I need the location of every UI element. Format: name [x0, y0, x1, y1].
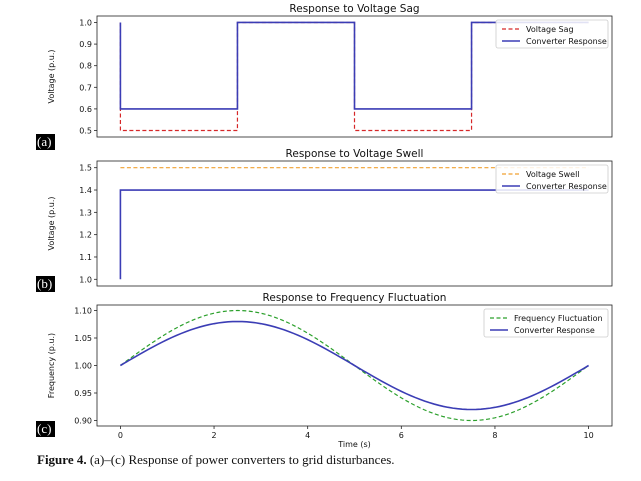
legend-box	[495, 19, 609, 49]
chart-panel-1: Response to Voltage Sag 0.5 0.6 0.7 0.8 0.9 1.…	[36, 3, 613, 150]
y-tick-label: 0.90	[74, 417, 92, 426]
y-tick-label: 1.05	[74, 334, 92, 343]
x-tick-label: 4	[305, 431, 310, 440]
y-tick-label: 1.00	[74, 362, 92, 371]
legend-label-2: Converter Response	[526, 37, 607, 46]
chart-panel-2: Response to Voltage Swell 1.0 1.1 1.2 1.3 1.4…	[36, 148, 613, 292]
y-tick-label: 1.10	[74, 307, 92, 316]
chart-title: Response to Voltage Sag	[289, 3, 419, 15]
legend-box	[483, 308, 609, 338]
y-axis-label: Voltage (p.u.)	[47, 196, 56, 250]
legend-label-2: Converter Response	[526, 182, 607, 191]
y-tick-label: 0.7	[79, 83, 92, 92]
y-tick-label: 0.5	[79, 127, 92, 136]
panel-tag-box	[36, 276, 55, 292]
chart-title: Response to Frequency Fluctuation	[263, 292, 447, 304]
panel-tag-box	[36, 421, 55, 437]
legend-box	[495, 164, 609, 194]
chart-title: Response to Voltage Swell	[286, 148, 424, 160]
y-tick-label: 0.9	[79, 40, 92, 49]
panel-tag: (a)	[36, 134, 55, 150]
legend: Frequency Fluctuation Converter Response	[483, 308, 609, 338]
legend-label-1: Voltage Sag	[526, 25, 574, 34]
y-tick-label: 1.0	[79, 275, 92, 284]
legend-label-1: Frequency Fluctuation	[514, 314, 603, 323]
x-tick-label: 6	[399, 431, 404, 440]
x-tick-label: 10	[583, 431, 593, 440]
series-line-2	[119, 21, 589, 110]
panel-tag-label: (c)	[37, 421, 51, 436]
y-tick-label: 0.95	[74, 389, 92, 398]
y-tick-label: 0.6	[79, 105, 92, 114]
series-line-2	[119, 189, 589, 280]
x-tick-label: 2	[211, 431, 216, 440]
y-tick-label: 1.3	[79, 208, 92, 217]
series-line-2	[120, 320, 589, 411]
panel-tag-box	[36, 134, 55, 150]
panel-tag-label: (b)	[37, 276, 52, 291]
figure-caption-text: (a)–(c) Response of power converters to …	[86, 452, 395, 467]
figure-caption: Figure 4. (a)–(c) Response of power conv…	[37, 452, 627, 468]
x-tick-label: 0	[118, 431, 123, 440]
y-tick-label: 0.8	[79, 62, 92, 71]
panel-tag: (b)	[36, 276, 55, 292]
panel-tag-label: (a)	[37, 134, 51, 149]
chart-panel-3: Response to Frequency Fluctuation 0.90 0.9…	[36, 292, 613, 449]
legend: Voltage Swell Converter Response	[495, 164, 609, 194]
x-axis-label: Time (s)	[337, 440, 371, 449]
y-tick-label: 1.2	[79, 231, 92, 240]
y-tick-label: 1.5	[79, 164, 92, 173]
legend: Voltage Sag Converter Response	[495, 19, 609, 49]
legend-label-2: Converter Response	[514, 326, 595, 335]
y-tick-label: 1.4	[79, 186, 92, 195]
y-axis-label: Voltage (p.u.)	[47, 49, 56, 103]
panel-tag: (c)	[36, 421, 55, 437]
y-tick-label: 1.1	[79, 253, 92, 262]
x-tick-label: 8	[492, 431, 497, 440]
legend-label-1: Voltage Swell	[526, 170, 580, 179]
y-tick-label: 1.0	[79, 18, 92, 27]
y-axis-label: Frequency (p.u.)	[47, 333, 56, 398]
figure-caption-label: Figure 4.	[37, 452, 87, 467]
